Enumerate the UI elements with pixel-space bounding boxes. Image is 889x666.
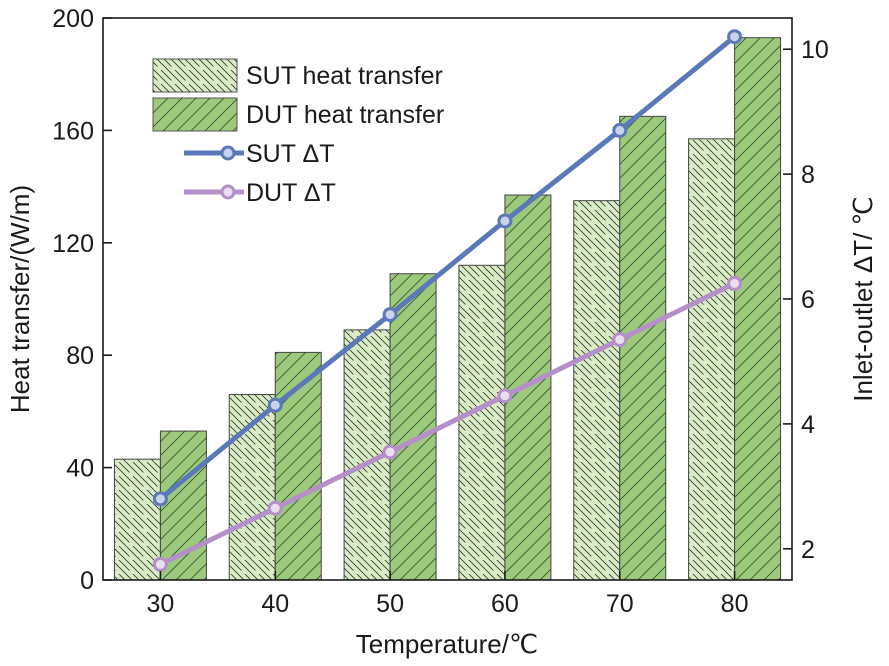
y-tick-label: 120 bbox=[52, 230, 94, 258]
lines-layer bbox=[152, 29, 743, 572]
y2-tick-label: 10 bbox=[801, 36, 829, 64]
x-tick-label: 50 bbox=[376, 590, 404, 618]
legend-swatch-dut-heat-transfer-hatch bbox=[153, 98, 237, 131]
bar-hatch-dut-40 bbox=[274, 351, 322, 581]
legend-label-sut-delta-t: SUT ΔT bbox=[246, 140, 334, 168]
x-tick-label: 80 bbox=[721, 590, 749, 618]
bar-hatch-dut-60 bbox=[504, 194, 552, 581]
bars-layer bbox=[113, 37, 782, 581]
x-tick-label: 70 bbox=[606, 590, 634, 618]
y2-tick-label: 6 bbox=[801, 286, 815, 314]
point-sut-delta-t-50 bbox=[382, 307, 398, 323]
legend-marker-sut-delta-t bbox=[220, 145, 236, 161]
x-tick-label: 40 bbox=[261, 590, 289, 618]
point-dut-delta-t-60 bbox=[497, 388, 513, 404]
bar-hatch-dut-70 bbox=[619, 115, 667, 581]
legend-marker-dut-delta-t bbox=[220, 184, 236, 200]
point-sut-delta-t-60 bbox=[497, 213, 513, 229]
y2-tick-label: 4 bbox=[801, 411, 815, 439]
y-tick-label: 200 bbox=[52, 5, 94, 33]
x-tick-label: 30 bbox=[147, 590, 175, 618]
legend-label-dut-delta-t: DUT ΔT bbox=[246, 179, 336, 207]
line-dut-delta-t bbox=[159, 281, 736, 567]
x-tick-label: 60 bbox=[491, 590, 519, 618]
point-dut-delta-t-80 bbox=[727, 275, 743, 291]
y-tick-label: 0 bbox=[80, 567, 94, 595]
bar-hatch-dut-80 bbox=[734, 37, 782, 581]
bar-hatch-dut-50 bbox=[389, 273, 437, 581]
y-tick-label: 80 bbox=[66, 342, 94, 370]
bar-hatch-sut-30 bbox=[113, 458, 161, 581]
point-dut-delta-t-40 bbox=[267, 500, 283, 516]
bar-hatch-sut-80 bbox=[688, 138, 736, 581]
y-tick-label: 40 bbox=[66, 455, 94, 483]
legend: SUT heat transfer DUT heat transfer SUT … bbox=[152, 58, 444, 207]
x-axis-title: Temperature/℃ bbox=[356, 629, 538, 659]
line-sut-delta-t bbox=[158, 34, 737, 501]
point-sut-delta-t-30 bbox=[152, 491, 168, 507]
y2-axis-title: Inlet-outlet ΔT/ ℃ bbox=[848, 196, 878, 402]
bar-hatch-sut-70 bbox=[573, 200, 621, 581]
point-dut-delta-t-30 bbox=[152, 556, 168, 572]
point-sut-delta-t-40 bbox=[267, 397, 283, 413]
point-dut-delta-t-70 bbox=[612, 332, 628, 348]
point-sut-delta-t-80 bbox=[727, 29, 743, 45]
y2-tick-label: 2 bbox=[801, 536, 815, 564]
legend-swatch-sut-heat-transfer-hatch bbox=[153, 59, 237, 92]
y-axis-title: Heat transfer/(W/m) bbox=[5, 185, 35, 413]
bar-hatch-sut-60 bbox=[458, 264, 506, 581]
legend-label-sut-heat-transfer: SUT heat transfer bbox=[246, 62, 443, 90]
bar-hatch-dut-30 bbox=[159, 430, 207, 581]
point-dut-delta-t-50 bbox=[382, 444, 398, 460]
point-sut-delta-t-70 bbox=[612, 122, 628, 138]
y-tick-label: 160 bbox=[52, 117, 94, 145]
axes-layer: 0 40 80 120 160 200 2 4 6 8 10 30 40 50 60 70 80 bbox=[52, 5, 829, 618]
legend-label-dut-heat-transfer: DUT heat transfer bbox=[246, 101, 444, 129]
y2-tick-label: 8 bbox=[801, 161, 815, 189]
